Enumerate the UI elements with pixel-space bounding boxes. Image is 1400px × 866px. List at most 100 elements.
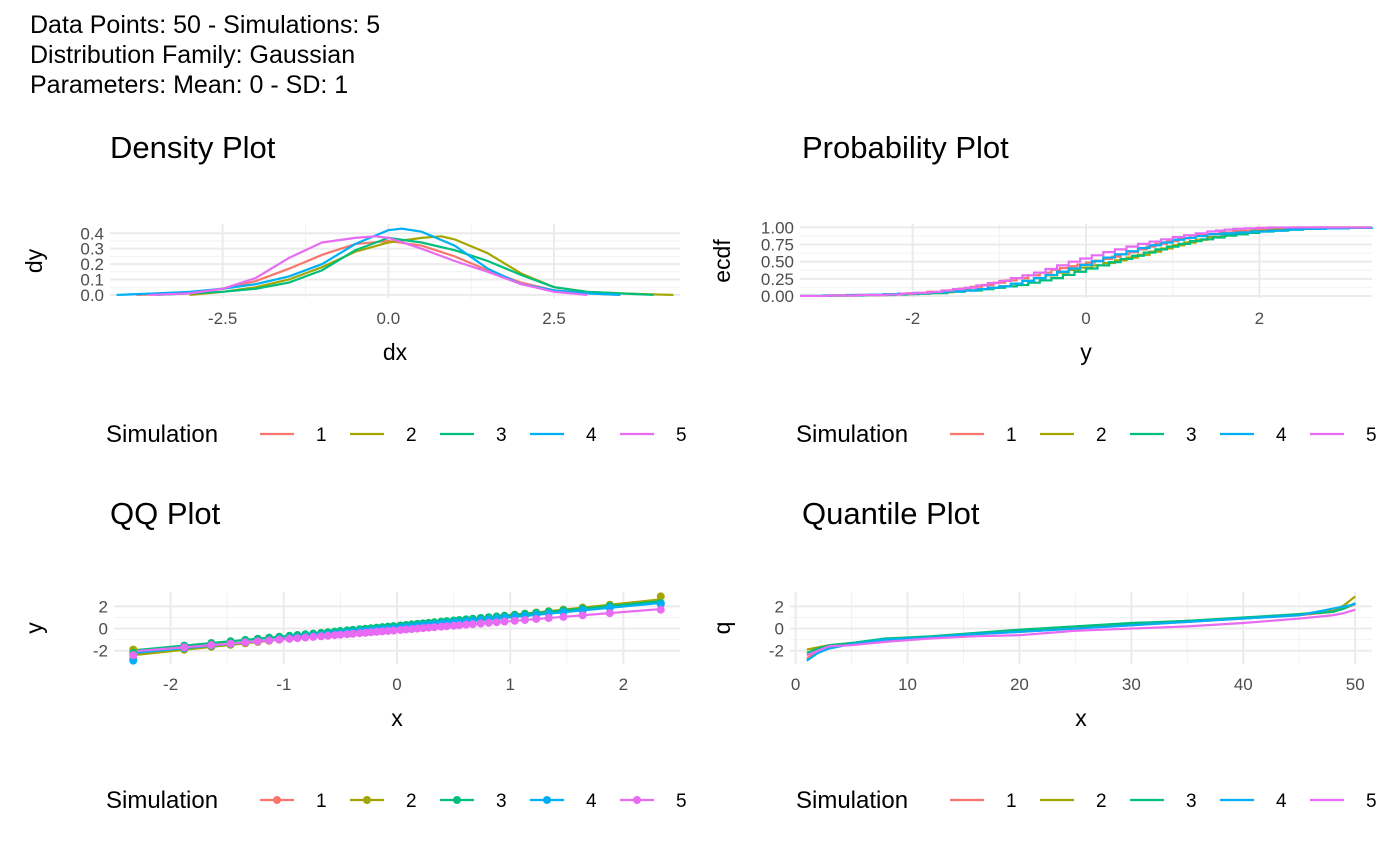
qq-xtick-label: 0 [392,675,401,694]
qq-panel: QQ Plot -2 -1 0 1 2 -2 0 2 x y Simulation 1 2 3 4 5 [21,496,687,814]
qq-series-5-point [559,612,568,621]
qq-title: QQ Plot [110,496,221,531]
density-series-5-line [149,235,588,297]
qq-series-5-point [455,621,464,630]
qq-series-5-point [578,611,587,620]
quantile-series-4-line [806,603,1356,662]
qq-xtick-label: -2 [163,675,178,694]
qq-xlabel: x [391,705,403,731]
quantile-xtick-label: 40 [1234,675,1253,694]
qq-series-5-point [285,634,294,643]
qq-xtick-label: -1 [276,675,291,694]
probability-legend-label-5: 5 [1366,425,1377,446]
qq-legend-key-point-3 [453,796,461,804]
qq-legend-key-point-1 [273,796,281,804]
probability-series-5-line [800,226,1372,298]
quantile-series [806,595,1356,662]
qq-series-5-point [336,630,345,639]
qq-series-5-point [265,636,274,645]
qq-series-4-point [656,600,665,609]
qq-ylabel: y [21,622,47,634]
quantile-ytick-label: -2 [769,642,784,661]
header-distribution-family: Distribution Family: Gaussian [30,41,356,69]
density-xtick-label: 2.5 [542,309,566,328]
density-series-4-line [116,227,621,297]
qq-series-5-point [476,619,485,628]
qq-legend-key-point-5 [633,796,641,804]
qq-series-5-point [129,651,138,660]
density-xlabel: dx [383,339,408,365]
density-legend-label-4: 4 [586,425,597,446]
qq-legend-label-1: 1 [316,791,327,812]
qq-series-5-point [500,617,509,626]
density-legend-label-1: 1 [316,425,327,446]
qq-series-5-point [275,635,284,644]
quantile-title: Quantile Plot [802,496,980,531]
density-ytick-label: 0.0 [80,286,104,305]
probability-ytick-label: 0.25 [761,270,794,289]
quantile-legend: Simulation 1 2 3 4 5 [796,787,1377,814]
probability-ylabel: ecdf [709,239,735,283]
quantile-legend-title: Simulation [796,787,908,814]
density-ylabel: dy [21,248,47,273]
qq-series-5-point [317,632,326,641]
probability-ytick-label: 0.50 [761,253,794,272]
probability-xtick-label: -2 [905,309,920,328]
quantile-xtick-label: 30 [1122,675,1141,694]
density-grid [110,224,680,298]
quantile-xtick-label: 50 [1346,675,1365,694]
probability-legend-label-3: 3 [1186,425,1197,446]
qq-xtick-label: 1 [505,675,514,694]
quantile-xlabel: x [1075,705,1087,731]
quantile-ylabel: q [709,622,735,635]
qq-series-5-point [520,615,529,624]
quantile-panel: Quantile Plot 0 10 20 30 40 50 -2 0 2 x q Simulation… [709,496,1377,814]
qq-series-5-point [462,620,471,629]
qq-series-5-point [544,614,553,623]
probability-xtick-label: 0 [1081,309,1090,328]
probability-legend-label-4: 4 [1276,425,1287,446]
qq-series-5-point [348,629,357,638]
density-legend-label-5: 5 [676,425,687,446]
qq-series [129,592,665,665]
qq-series-5-point [309,632,318,641]
qq-legend-label-2: 2 [406,791,417,812]
qq-series-5-point [226,639,235,648]
probability-legend-label-1: 1 [1006,425,1017,446]
density-ytick-label: 0.3 [80,240,104,259]
quantile-legend-label-4: 4 [1276,791,1287,812]
qq-series-5-point [492,618,501,627]
density-legend-label-2: 2 [406,425,417,446]
qq-series-5-point [180,643,189,652]
qq-series-5-point [241,638,250,647]
quantile-legend-label-1: 1 [1006,791,1017,812]
density-legend-title: Simulation [106,421,218,448]
qq-legend: Simulation 1 2 3 4 5 [106,787,687,814]
quantile-legend-label-5: 5 [1366,791,1377,812]
quantile-xtick-label: 0 [791,675,800,694]
probability-title: Probability Plot [802,130,1009,165]
probability-xlabel: y [1080,339,1092,365]
density-ytick-label: 0.4 [80,224,104,243]
density-xtick-label: -2.5 [208,309,237,328]
probability-ytick-label: 0.00 [761,287,794,306]
qq-series-5-point [207,641,216,650]
quantile-xtick-label: 20 [1010,675,1029,694]
density-series-3-line [156,236,654,297]
qq-legend-label-3: 3 [496,791,507,812]
qq-ytick-label: -2 [93,642,108,661]
quantile-series-5-line [806,608,1356,657]
qq-series-5-point [468,620,477,629]
density-title: Density Plot [110,130,276,165]
probability-ytick-label: 1.00 [761,218,794,237]
qq-series-2-point [656,592,665,601]
quantile-ytick-label: 0 [775,620,784,639]
qq-series-5-point [323,631,332,640]
probability-ytick-label: 0.75 [761,236,794,255]
density-legend: Simulation 1 2 3 4 5 [106,421,687,448]
density-ytick-label: 0.2 [80,255,104,274]
probability-legend: Simulation 1 2 3 4 5 [796,421,1377,448]
probability-panel: Probability Plot -2 0 2 0.000.250.500.751.00… [709,130,1377,448]
qq-ytick-label: 0 [99,620,108,639]
